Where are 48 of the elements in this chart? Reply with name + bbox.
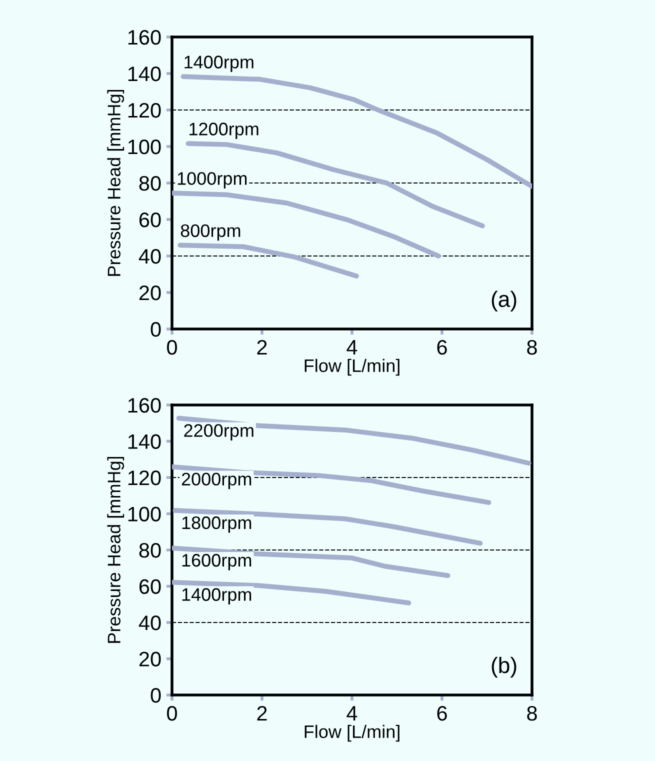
y-tick-label: 120 bbox=[128, 470, 161, 486]
x-axis-title: Flow [L/min] bbox=[304, 358, 400, 376]
series-label: 1000rpm bbox=[178, 172, 247, 188]
series-label: 1800rpm bbox=[182, 516, 252, 533]
x-tick-label: 6 bbox=[437, 340, 447, 355]
y-tick-label: 80 bbox=[139, 543, 161, 558]
line-series bbox=[172, 464, 492, 505]
y-tick-label: 100 bbox=[128, 506, 161, 522]
series-label: 2200rpm bbox=[184, 424, 254, 440]
y-tick-label: 160 bbox=[128, 398, 161, 413]
series-label: 1200rpm bbox=[190, 122, 258, 140]
x-tick-label: 4 bbox=[346, 340, 358, 355]
series-label: 2000rpm bbox=[182, 472, 252, 490]
line-series bbox=[172, 580, 412, 606]
line-series bbox=[172, 508, 483, 546]
x-tick-label: 2 bbox=[257, 340, 267, 355]
y-tick-label: 160 bbox=[128, 30, 161, 45]
x-tick-label: 2 bbox=[257, 706, 267, 721]
y-tick-label: 20 bbox=[139, 652, 161, 667]
y-tick-label: 0 bbox=[150, 688, 161, 703]
line-series bbox=[178, 242, 359, 279]
y-tick-label: 80 bbox=[139, 176, 161, 191]
y-tick-label: 140 bbox=[128, 434, 161, 450]
y-tick-label: 40 bbox=[138, 249, 161, 264]
series-label: 1400rpm bbox=[184, 56, 254, 72]
x-tick-label: 0 bbox=[167, 340, 177, 355]
line-series bbox=[172, 190, 441, 258]
y-axis-title: Pressure Head [mmHg] bbox=[107, 456, 124, 643]
x-axis-title: Flow [L/min] bbox=[304, 724, 400, 742]
series-label: 1400rpm bbox=[182, 588, 252, 605]
y-tick-label: 0 bbox=[150, 322, 161, 337]
y-tick-label: 40 bbox=[138, 616, 161, 630]
series-label: 800rpm bbox=[180, 224, 240, 241]
y-tick-label: 60 bbox=[139, 579, 161, 594]
x-tick-label: 8 bbox=[527, 706, 537, 721]
annotation: (a) bbox=[492, 290, 516, 312]
x-tick-label: 0 bbox=[167, 706, 177, 721]
x-tick-label: 8 bbox=[527, 340, 537, 355]
y-tick-label: 140 bbox=[128, 66, 161, 82]
x-tick-label: 6 bbox=[437, 706, 447, 721]
y-tick-label: 120 bbox=[128, 103, 161, 118]
y-axis-title: Pressure Head [mmHg] bbox=[107, 90, 124, 276]
y-tick-label: 100 bbox=[128, 140, 161, 154]
series-label: 1600rpm bbox=[182, 554, 252, 570]
y-tick-label: 20 bbox=[139, 286, 161, 300]
y-tick-label: 60 bbox=[139, 212, 161, 228]
annotation: (b) bbox=[492, 656, 516, 678]
x-tick-label: 4 bbox=[346, 706, 358, 721]
